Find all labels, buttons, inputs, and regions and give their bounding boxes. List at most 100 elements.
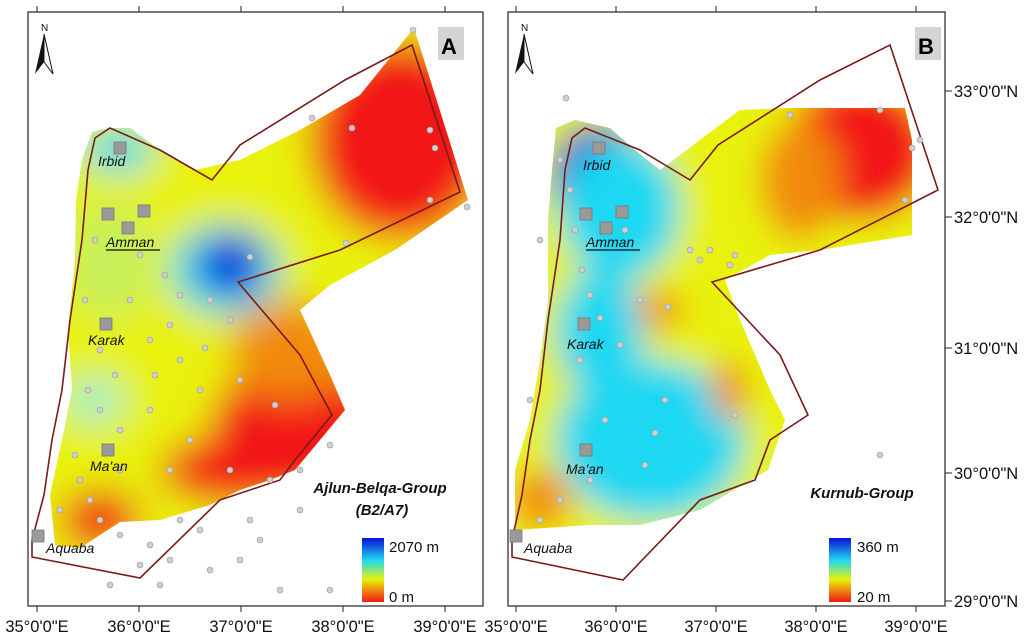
panel-b-well-point: [576, 356, 584, 364]
panel-a-well-point: [201, 344, 209, 352]
panel-a-city-label: Irbid: [98, 153, 126, 169]
panel-a-x-tick-label: 36°0'0"E: [107, 618, 170, 636]
panel-b-city-marker: [579, 207, 593, 221]
panel-a-well-point: [166, 556, 174, 564]
panel-a-well-point: [81, 296, 89, 304]
panel-a-x-tick-label: 37°0'0"E: [209, 618, 272, 636]
panel-a-city-marker: [121, 221, 135, 235]
panel-a-city-label: Karak: [88, 332, 126, 348]
north-arrow-icon: [515, 34, 524, 74]
panel-a-well-point: [296, 506, 304, 514]
panel-a-well-point: [116, 531, 124, 539]
panel-b-well-point: [526, 396, 534, 404]
panel-a-legend-min: 0 m: [389, 589, 414, 606]
y-tick-label: 33°0'0"N: [954, 83, 1018, 101]
y-tick-label: 32°0'0"N: [954, 209, 1018, 227]
panel-a-well-point: [56, 506, 64, 514]
panel-b-surface: [515, 108, 912, 530]
panel-b-city-marker: [615, 205, 629, 219]
panel-b-city-marker: [509, 529, 523, 543]
panel-a-city-label: Aquaba: [45, 540, 94, 556]
panel-b-north-arrow: N: [515, 23, 534, 75]
panel-b-well-points: [526, 94, 924, 524]
panel-a-legend-max: 2070 m: [389, 539, 439, 556]
panel-b-well-point: [731, 251, 739, 259]
panel-b-boundary: [511, 43, 939, 581]
panel-a-well-points: [56, 26, 471, 594]
panel-a-letter: A: [441, 34, 457, 59]
panel-a-well-point: [409, 26, 417, 34]
panel-a-well-point: [246, 516, 254, 524]
panel-b-city-label: Aquaba: [523, 540, 572, 556]
north-arrow-icon: [35, 34, 44, 74]
panel-a-well-point: [426, 196, 434, 204]
panel-a-well-point: [226, 466, 234, 474]
panel-a-well-point: [146, 541, 154, 549]
panel-a-well-point: [176, 516, 184, 524]
panel-a-boundary: [31, 43, 461, 579]
panel-a-x-tick-label: 38°0'0"E: [311, 618, 374, 636]
panel-b-city-marker: [599, 221, 613, 235]
panel-a-well-point: [84, 386, 92, 394]
panel-a-well-point: [431, 144, 439, 152]
panel-a-well-point: [426, 126, 434, 134]
panel-b-x-tick-label: 35°0'0"E: [484, 618, 547, 636]
panel-a-well-point: [196, 386, 204, 394]
panel-b-well-point: [651, 429, 659, 437]
panel-a-well-point: [463, 203, 471, 211]
panel-b-well-point: [636, 296, 644, 304]
panel-b-well-point: [664, 303, 672, 311]
panel-a-well-point: [166, 321, 174, 329]
panel-a-cities: Irbid Amman Karak Ma'an Aquaba: [31, 141, 160, 556]
panel-b-city-label: Ma'an: [566, 461, 604, 477]
panel-b-well-point: [601, 416, 609, 424]
panel-a-well-point: [136, 561, 144, 569]
panel-a-legend-bar: [362, 538, 384, 602]
panel-a-well-point: [326, 441, 334, 449]
panel-a-well-point: [161, 271, 169, 279]
panel-a-letter-box: [438, 27, 464, 60]
panel-b-city-marker: [577, 317, 591, 331]
panel-b-letter-box: [915, 27, 941, 60]
panel-a-city-marker: [99, 317, 113, 331]
panel-a-well-point: [226, 316, 234, 324]
panel-b-well-point: [586, 476, 594, 484]
panel-b-city-label: Karak: [567, 336, 605, 352]
panel-a-well-point: [342, 239, 350, 247]
panel-b-cities: Irbid Amman Karak Ma'an Aquaba: [509, 141, 640, 556]
panel-a-city-label: Ma'an: [90, 458, 128, 474]
panel-a-well-point: [96, 346, 104, 354]
y-axis: 33°0'0"N 32°0'0"N 31°0'0"N 30°0'0"N 29°0'0"N: [945, 83, 1018, 611]
panel-b-x-tick-label: 36°0'0"E: [584, 618, 647, 636]
panel-a-subtitle: (B2/A7): [356, 502, 409, 519]
panel-a-well-point: [146, 336, 154, 344]
panel-b-city-label: Irbid: [583, 157, 611, 173]
panel-b-well-point: [641, 461, 649, 469]
panel-a-well-point: [206, 566, 214, 574]
panel-a-well-point: [246, 253, 254, 261]
panel-b-x-axis: 35°0'0"E 36°0'0"E 37°0'0"E 38°0'0"E 39°0'0"E: [484, 606, 948, 636]
panel-b-well-point: [621, 226, 629, 234]
panel-b-x-tick-label: 37°0'0"E: [684, 618, 747, 636]
panel-b-well-point: [571, 226, 579, 234]
panel-b-city-marker: [579, 443, 593, 457]
panel-b-well-point: [696, 256, 704, 264]
panel-a-north-arrow: N: [35, 23, 54, 75]
panel-a-well-point: [96, 516, 104, 524]
panel-a-well-point: [76, 476, 84, 484]
panel-a-well-point: [96, 406, 104, 414]
panel-a-well-point: [348, 124, 356, 132]
panel-a-x-tick-label: 35°0'0"E: [5, 618, 68, 636]
panel-a-city-label: Amman: [105, 234, 154, 250]
panel-a-well-point: [186, 436, 194, 444]
panel-a-city-marker: [137, 204, 151, 218]
panel-a-well-point: [196, 526, 204, 534]
panel-a-city-marker: [101, 207, 115, 221]
panel-a-well-point: [326, 586, 334, 594]
panel-a-well-point: [151, 371, 159, 379]
panel-a-x-axis: 35°0'0"E 36°0'0"E 37°0'0"E 38°0'0"E 39°0'0"E: [5, 606, 477, 636]
y-tick-label: 29°0'0"N: [954, 593, 1018, 611]
panel-b-well-point: [586, 291, 594, 299]
panel-a-city-marker: [101, 443, 115, 457]
